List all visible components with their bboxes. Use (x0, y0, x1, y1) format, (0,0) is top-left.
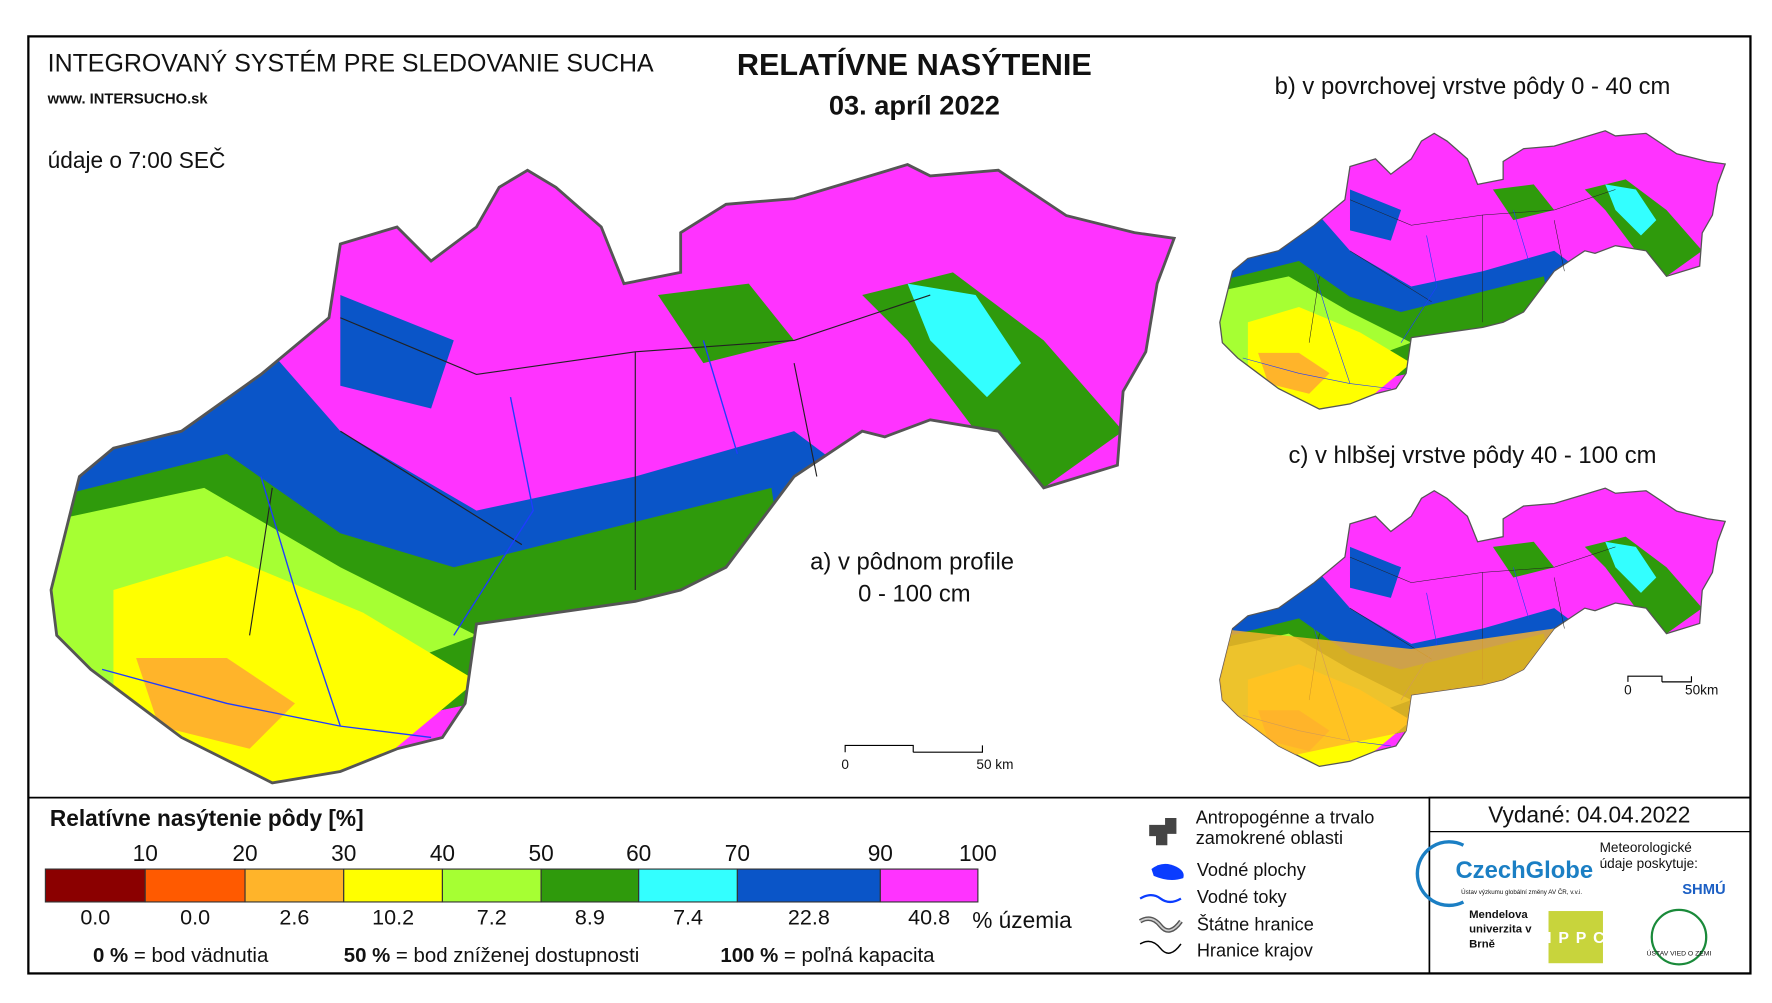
system-title: INTEGROVANÝ SYSTÉM PRE SLEDOVANIE SUCHA (48, 49, 654, 78)
definition: 0 % = bod vädnutia (93, 945, 269, 967)
symbol-label: Štátne hranice (1197, 913, 1314, 934)
legend-swatch (638, 868, 738, 903)
definition-text: = bod vädnutia (134, 945, 269, 967)
mendel: Mendelova univerzita v Brně (1469, 908, 1532, 951)
scale-bar-c (1627, 675, 1693, 683)
uvz: ÚSTAV VIED O ZEMI (1647, 948, 1712, 957)
legend-swatch (441, 868, 542, 903)
legend-share: 40.8 (908, 905, 950, 930)
symbol-label: Antropogénne a trvalo zamokrené oblasti (1195, 808, 1375, 849)
legend-bound: 70 (725, 840, 750, 866)
nppc-logo (1548, 911, 1603, 964)
legend-bound: 100 (959, 840, 997, 866)
legend-swatch (736, 868, 881, 903)
legend-swatch (244, 868, 345, 903)
shmu: SHMÚ (1682, 880, 1725, 898)
scale-bar (844, 744, 983, 753)
legend-share: 8.9 (575, 905, 605, 930)
legend-share: 2.6 (279, 905, 309, 930)
legend-bound: 50 (529, 840, 554, 866)
website: www. INTERSUCHO.sk (47, 91, 209, 107)
czechglobe-sub: Ústav výzkumu globální změny AV ČR, v.v.… (1461, 889, 1582, 896)
legend-swatch (540, 868, 640, 903)
legend-share: 7.2 (477, 905, 507, 930)
scale-end: 50 km (976, 757, 1013, 772)
time-note: údaje o 7:00 SEČ (48, 147, 226, 173)
scale-start: 0 (841, 757, 849, 772)
definitions: 0 % = bod vädnutia 50 % = bod zníženej do… (93, 945, 935, 967)
legend-bound: 10 (133, 840, 158, 866)
map-a-depth: 0 - 100 cm (858, 580, 971, 607)
scale-end-c: 50km (1685, 682, 1718, 697)
legend-swatch (44, 868, 146, 903)
legend: 0.0 0.0 2.6 10.2 7.2 8.9 7.4 22.8 40.8 10 20 30 40 50… (44, 840, 997, 930)
symbol-label: Hranice krajov (1197, 940, 1314, 960)
legend-share: 7.4 (673, 905, 703, 930)
legend-swatch (144, 868, 246, 903)
legend-swatch (343, 868, 443, 903)
definition: 100 % = poľná kapacita (720, 945, 935, 967)
shares-unit: % územia (972, 907, 1072, 933)
logo-arc (1415, 840, 1465, 908)
map-b-label: b) v povrchovej vrstve pôdy 0 - 40 cm (1275, 73, 1671, 100)
legend-share: 0.0 (80, 905, 110, 930)
issued: Vydané: 04.04.2022 (1488, 802, 1690, 828)
legend-share: 22.8 (788, 905, 830, 930)
legend-share: 10.2 (372, 905, 414, 930)
uvz-logo (1650, 908, 1708, 966)
map-c (1197, 465, 1759, 797)
symbol-legend: Antropogénne a trvalo zamokrené oblasti … (1138, 808, 1375, 960)
map-c-label: c) v hlbšej vrstve pôdy 40 - 100 cm (1289, 442, 1657, 469)
czechglobe: CzechGlobe (1455, 857, 1593, 884)
definition: 50 % = bod zníženej dostupnosti (344, 945, 640, 967)
nppc: NPPC (1540, 930, 1611, 947)
definition-key: 50 % (344, 945, 391, 967)
symbol-label: Vodné toky (1197, 887, 1288, 907)
definition-text: = poľná kapacita (784, 945, 935, 967)
title: RELATÍVNE NASÝTENIE (737, 47, 1092, 82)
scale-start-c: 0 (1624, 682, 1632, 697)
legend-title: Relatívne nasýtenie pôdy [%] (50, 805, 364, 831)
legend-bound: 30 (331, 840, 356, 866)
definition-key: 0 % (93, 945, 128, 967)
legend-share: 0.0 (180, 905, 210, 930)
met-note: Meteorologické údaje poskytuje: (1599, 839, 1698, 872)
date: 03. apríl 2022 (829, 90, 1000, 121)
symbol-label: Vodné plochy (1197, 860, 1307, 880)
legend-bound: 60 (626, 840, 651, 866)
definition-text: = bod zníženej dostupnosti (396, 945, 639, 967)
footer-box (1428, 796, 1752, 975)
legend-swatch (879, 868, 979, 903)
legend-bound: 90 (868, 840, 893, 866)
map-a-label: a) v pôdnom profile (810, 549, 1014, 576)
legend-bound: 20 (232, 840, 257, 866)
legend-bound: 40 (430, 840, 455, 866)
definition-key: 100 % (720, 945, 778, 967)
